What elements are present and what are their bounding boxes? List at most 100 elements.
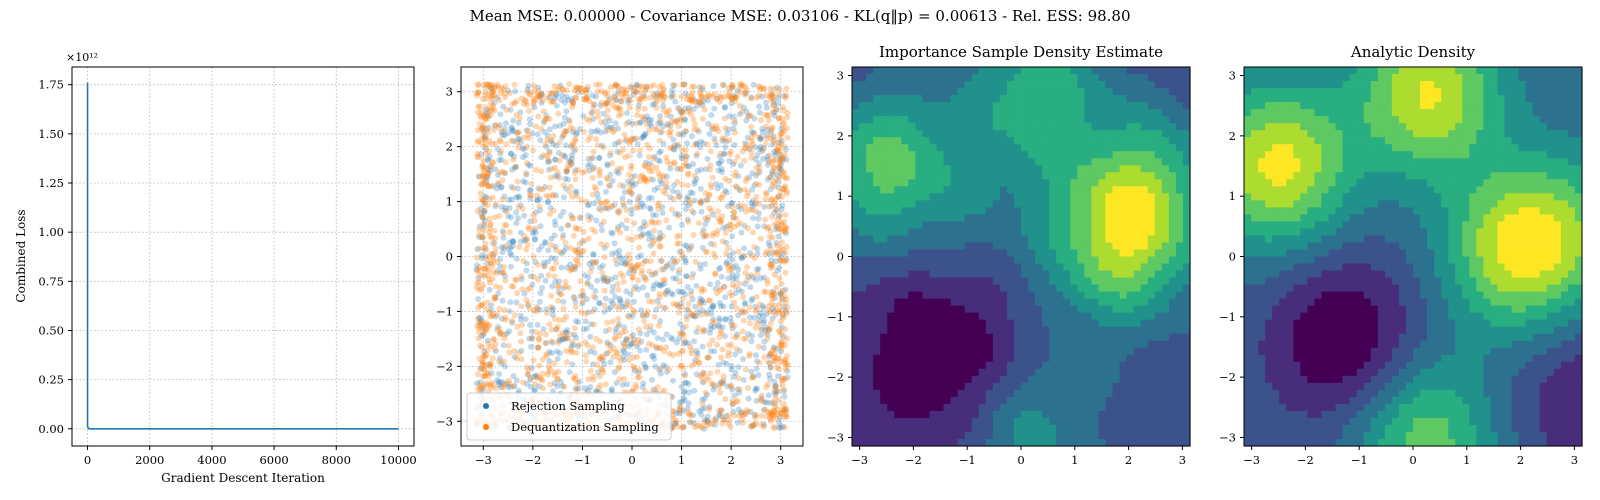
rejection-sample-point [777,152,784,159]
dequantization-sample-point [692,98,699,105]
rejection-sample-point [704,216,711,223]
rejection-sample-point [494,324,501,330]
importance-density-cell [999,186,1008,194]
importance-density-cell [901,207,909,215]
importance-density-cell [1013,207,1022,215]
dequantization-sample-point [633,120,640,127]
dequantization-sample-point [551,316,558,323]
importance-density-cell [1077,81,1085,89]
rejection-sample-point [642,116,649,123]
importance-density-cell [1028,102,1036,110]
importance-density-cell [950,172,959,180]
importance-density-cell [1147,235,1156,244]
rejection-sample-point [475,296,482,302]
dequantization-sample-point [691,172,698,179]
rejection-sample-point [739,255,745,262]
rejection-sample-point [485,124,492,131]
rejection-sample-point [724,130,731,137]
importance-density-cell [1105,256,1114,265]
importance-density-cell [1126,291,1135,300]
importance-density-cell [1077,256,1085,265]
importance-density-cell [999,242,1008,251]
rejection-sample-point [770,288,776,295]
importance-density-cell [1154,256,1163,265]
rejection-sample-point [691,338,698,345]
importance-density-cell [894,186,902,194]
importance-density-cell [943,123,952,131]
dequantization-sample-point [743,335,750,342]
importance-density-cell [873,165,881,173]
dequantization-sample-point [774,242,781,249]
rejection-sample-point [700,97,707,104]
rejection-sample-point [528,364,535,371]
dequantization-sample-point [623,121,630,127]
dequantization-sample-point [644,141,651,148]
importance-density-cell [1126,88,1135,96]
rejection-sample-point [694,102,701,109]
rejection-sample-point [749,295,756,302]
rejection-sample-point [597,129,604,136]
importance-density-cell [957,88,966,96]
loss-y-axis-label: Combined Loss [14,209,28,302]
importance-density-cell [1147,95,1156,103]
rejection-sample-point [604,339,611,346]
dequantization-sample-point [550,98,557,105]
importance-density-cell [915,235,924,244]
dequantization-sample-point [699,115,706,122]
importance-density-cell [1112,74,1121,82]
importance-density-cell [1175,256,1184,265]
importance-density-cell [1112,109,1121,117]
rejection-sample-point [772,152,779,159]
rejection-sample-point [623,337,630,344]
importance-density-cell [1063,186,1071,194]
importance-density-cell [1161,179,1170,187]
rejection-sample-point [573,318,579,325]
rejection-sample-point [516,194,522,201]
rejection-sample-point [484,156,491,163]
rejection-sample-point [515,119,522,126]
importance-density-cell [1049,137,1057,145]
importance-density-cell [1035,116,1043,124]
importance-density-cell [1063,130,1071,138]
dequantization-sample-point [535,262,542,268]
importance-density-cell [978,74,987,82]
dequantization-sample-point [621,85,628,92]
importance-density-cell [971,158,980,166]
dequantization-sample-point [513,112,520,118]
importance-density-cell [992,186,1001,194]
importance-density-cell [859,193,867,201]
dequantization-sample-point [489,355,496,362]
dequantization-sample-point [490,240,496,247]
rejection-sample-point [534,305,541,312]
importance-density-cell [1049,221,1057,230]
rejection-sample-point [646,204,653,211]
rejection-sample-point [614,208,621,215]
rejection-sample-point [551,156,558,163]
importance-density-cell [1175,242,1184,251]
importance-density-cell [1070,151,1078,159]
importance-density-cell [957,242,966,251]
importance-density-cell [1056,123,1064,131]
rejection-sample-point [652,363,659,370]
dequantization-sample-point [498,147,505,154]
dequantization-sample-point [508,137,515,144]
importance-density-cell [901,137,909,145]
importance-density-cell [1042,172,1050,180]
dequantization-sample-point [475,82,482,89]
importance-density-cell [1035,270,1043,279]
importance-density-cell [999,158,1008,166]
importance-density-cell [859,130,867,138]
importance-density-cell [1035,242,1043,251]
dequantization-sample-point [592,228,599,235]
importance-density-cell [1006,151,1015,159]
dequantization-sample-point [781,376,788,383]
importance-density-cell [866,102,874,110]
importance-density-cell [1077,179,1085,187]
importance-density-cell [1098,88,1107,96]
rejection-sample-point [592,294,599,301]
importance-density-cell [1084,207,1093,215]
importance-density-cell [1168,200,1177,208]
importance-density-cell [1070,165,1078,173]
rejection-sample-point [560,194,567,201]
rejection-sample-point [625,96,632,103]
